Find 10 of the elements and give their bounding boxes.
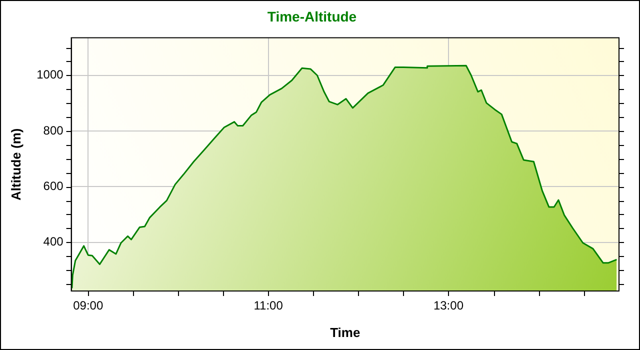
x-tick-label: 09:00 — [73, 298, 104, 313]
x-axis-title: Time — [330, 324, 360, 340]
y-axis-title: Altitude (m) — [8, 128, 24, 201]
y-tick-label: 600 — [43, 178, 64, 193]
x-tick-label: 11:00 — [254, 298, 284, 313]
y-tick-label: 1000 — [36, 68, 64, 82]
y-tick-label: 800 — [43, 123, 64, 138]
chart-title: Time-Altitude — [267, 8, 357, 24]
y-tick-label: 400 — [43, 234, 64, 249]
x-tick-label: 13:00 — [433, 298, 464, 313]
